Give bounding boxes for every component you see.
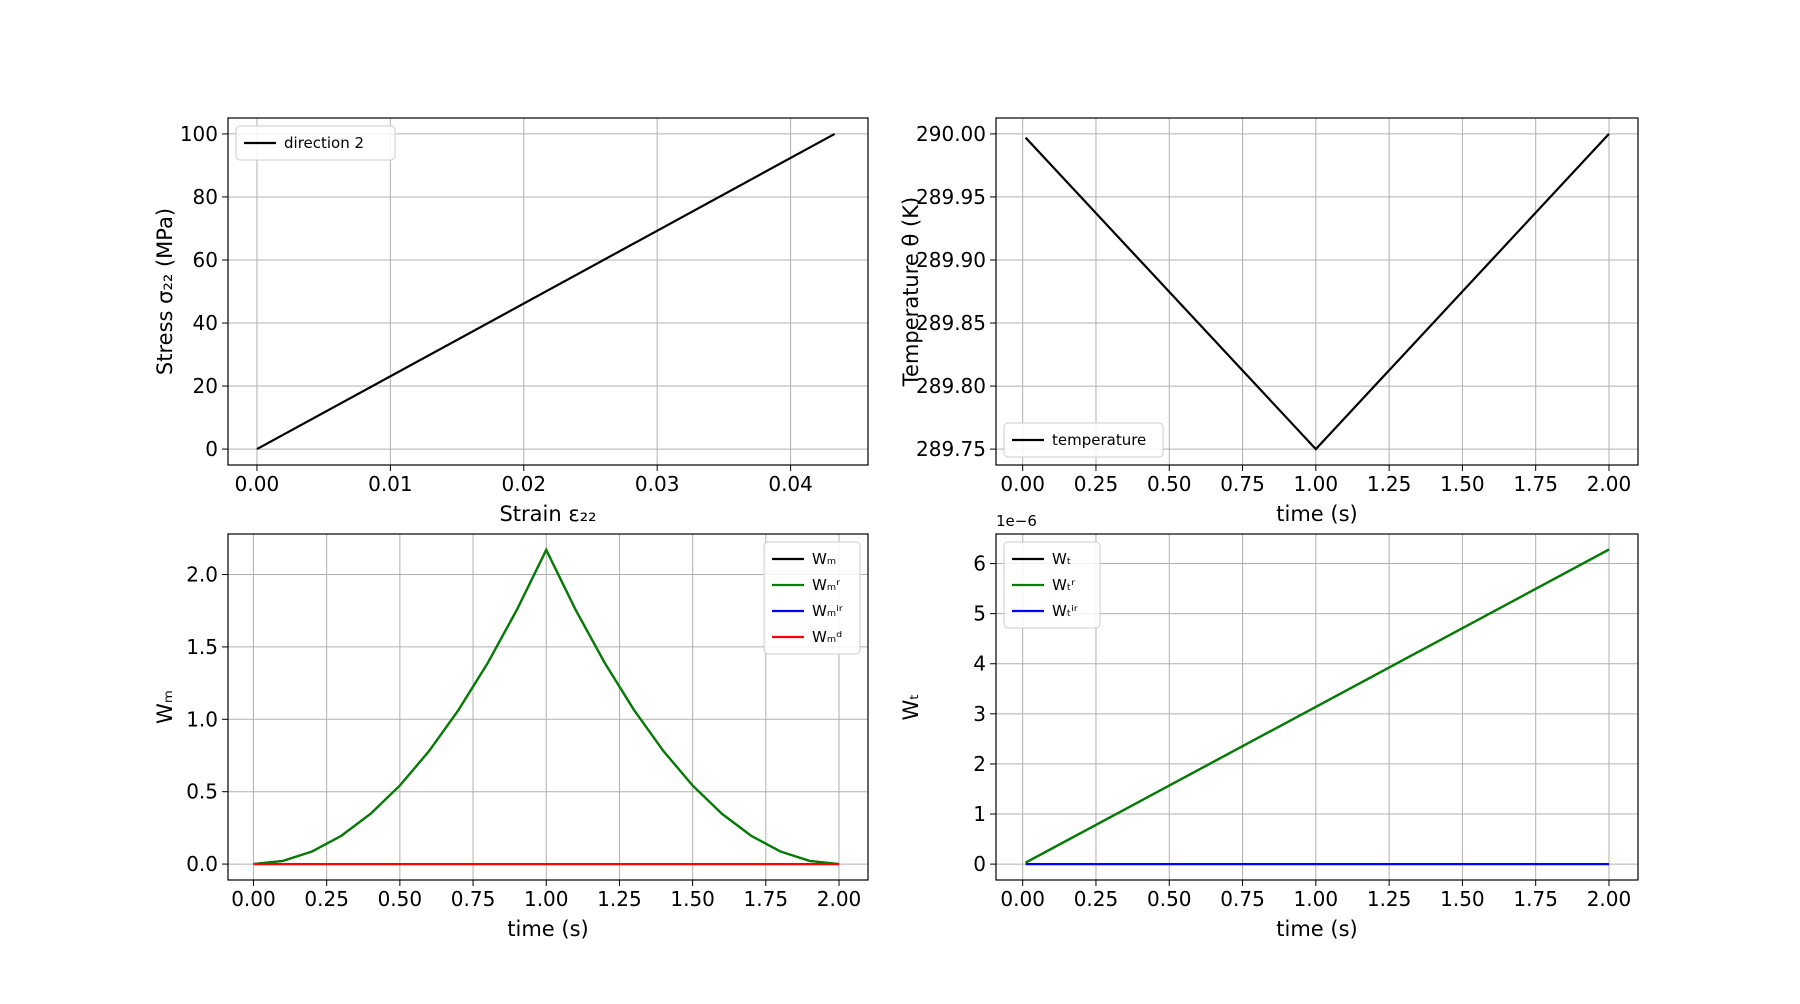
series-line xyxy=(1025,548,1610,864)
y-axis-label: Temperature θ (K) xyxy=(899,197,923,387)
series-line xyxy=(253,547,840,866)
legend: Wₜ Wₜʳ Wₜⁱʳ xyxy=(1003,541,1101,629)
y-tick-label: 2.0 xyxy=(186,563,218,587)
x-tick-label: 0.75 xyxy=(451,887,496,911)
legend-frame xyxy=(1003,422,1164,458)
legend: Wₘ Wₘʳ Wₘⁱʳ Wₘᵈ xyxy=(763,541,861,655)
x-axis-label: time (s) xyxy=(507,917,588,941)
legend-label: Wₘʳ xyxy=(812,576,840,594)
x-tick-label: 0.00 xyxy=(235,472,280,496)
y-axis-label: Stress σ₂₂ (MPa) xyxy=(153,208,177,375)
x-tick-label: 1.25 xyxy=(597,887,642,911)
x-tick-label: 1.00 xyxy=(1294,472,1339,496)
y-tick-label: 289.90 xyxy=(916,248,986,272)
x-tick-label: 0.75 xyxy=(1220,472,1265,496)
y-tick-label: 0 xyxy=(973,852,986,876)
x-tick-label: 0.00 xyxy=(231,887,276,911)
x-tick-label: 2.00 xyxy=(817,887,862,911)
x-tick-label: 0.25 xyxy=(1074,472,1119,496)
y-tick-label: 1.5 xyxy=(186,635,218,659)
x-tick-label: 0.00 xyxy=(1000,472,1045,496)
legend-label: Wₘᵈ xyxy=(812,628,842,646)
legend-frame xyxy=(235,125,396,161)
y-tick-label: 3 xyxy=(973,702,986,726)
y-tick-label: 20 xyxy=(193,374,218,398)
y-tick-label: 4 xyxy=(973,652,986,676)
legend-label: Wₜⁱʳ xyxy=(1052,602,1078,620)
x-tick-label: 0.02 xyxy=(502,472,547,496)
x-tick-label: 1.25 xyxy=(1367,887,1412,911)
x-axis-label: time (s) xyxy=(1276,502,1357,526)
y-tick-label: 0.5 xyxy=(186,780,218,804)
y-axis-label: Wₜ xyxy=(899,694,923,721)
y-tick-label: 6 xyxy=(973,552,986,576)
x-tick-label: 1.75 xyxy=(1513,887,1558,911)
x-tick-label: 0.00 xyxy=(1000,887,1045,911)
axes-frame xyxy=(995,117,1639,466)
axes-frame xyxy=(227,533,869,881)
y-tick-label: 60 xyxy=(193,248,218,272)
x-tick-label: 2.00 xyxy=(1587,472,1632,496)
legend-frame xyxy=(763,541,861,655)
y-tick-label: 80 xyxy=(193,185,218,209)
x-tick-label: 1.50 xyxy=(1440,472,1485,496)
x-tick-label: 0.03 xyxy=(635,472,680,496)
legend: temperature xyxy=(1003,422,1164,458)
x-axis-label: time (s) xyxy=(1276,917,1357,941)
series-line xyxy=(1024,133,1610,451)
y-tick-label: 0 xyxy=(205,437,218,461)
x-tick-label: 0.04 xyxy=(768,472,813,496)
legend-label: Wₜ xyxy=(1052,550,1071,568)
legend-label: Wₘⁱʳ xyxy=(812,602,843,620)
legend: direction 2 xyxy=(235,125,396,161)
legend-frame xyxy=(1003,541,1101,629)
x-tick-label: 0.01 xyxy=(368,472,413,496)
x-tick-label: 1.00 xyxy=(1294,887,1339,911)
x-tick-label: 0.25 xyxy=(304,887,349,911)
x-tick-label: 1.25 xyxy=(1367,472,1412,496)
y-tick-label: 5 xyxy=(973,602,986,626)
y-tick-label: 1.0 xyxy=(186,707,218,731)
y-tick-label: 290.00 xyxy=(916,122,986,146)
axes-frame xyxy=(227,117,869,466)
y-tick-label: 1 xyxy=(973,802,986,826)
series-line xyxy=(256,132,836,451)
y-tick-label: 289.80 xyxy=(916,374,986,398)
x-axis-label: Strain ε₂₂ xyxy=(499,502,596,526)
x-tick-label: 0.50 xyxy=(1147,472,1192,496)
x-tick-label: 0.50 xyxy=(1147,887,1192,911)
y-tick-label: 40 xyxy=(193,311,218,335)
y-tick-label: 100 xyxy=(180,122,218,146)
y-tick-label: 0.0 xyxy=(186,852,218,876)
x-tick-label: 0.75 xyxy=(1220,887,1265,911)
x-tick-label: 0.25 xyxy=(1074,887,1119,911)
y-tick-label: 289.75 xyxy=(916,437,986,461)
legend-label: Wₘ xyxy=(812,550,836,568)
x-tick-label: 1.50 xyxy=(1440,887,1485,911)
axes-frame xyxy=(995,533,1639,881)
x-tick-label: 1.00 xyxy=(524,887,569,911)
legend-label: temperature xyxy=(1052,431,1146,449)
x-tick-label: 1.50 xyxy=(670,887,715,911)
y-tick-label: 289.95 xyxy=(916,185,986,209)
y-tick-label: 289.85 xyxy=(916,311,986,335)
offset-label: 1e−6 xyxy=(996,512,1037,530)
x-tick-label: 2.00 xyxy=(1587,887,1632,911)
x-tick-label: 1.75 xyxy=(744,887,789,911)
legend-label: Wₜʳ xyxy=(1052,576,1075,594)
legend-label: direction 2 xyxy=(284,134,364,152)
x-tick-label: 0.50 xyxy=(378,887,423,911)
y-axis-label: Wₘ xyxy=(153,690,177,724)
x-tick-label: 1.75 xyxy=(1513,472,1558,496)
y-tick-label: 2 xyxy=(973,752,986,776)
